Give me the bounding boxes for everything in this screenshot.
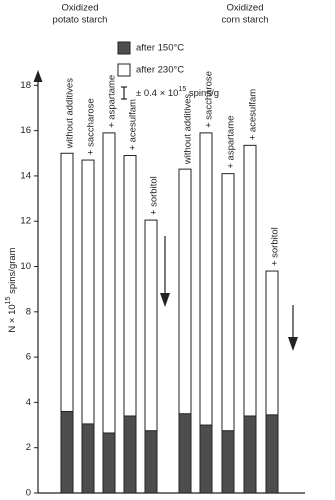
bar-label: + aspartame bbox=[226, 116, 237, 169]
bar-label: + aspartame bbox=[107, 75, 118, 128]
bar bbox=[102, 432, 116, 494]
y-axis-arrow bbox=[33, 70, 43, 82]
arrow-head bbox=[288, 337, 298, 351]
y-tick-label: 14 bbox=[20, 170, 31, 181]
bar-label: without additives bbox=[183, 94, 194, 165]
y-label-part: N × 10 bbox=[7, 304, 18, 332]
bar-label: + acesulfam bbox=[248, 89, 259, 141]
group-label: corn starch bbox=[222, 15, 269, 26]
sorbitol-arrows bbox=[160, 236, 298, 351]
bar bbox=[221, 430, 235, 494]
bar bbox=[243, 415, 257, 494]
y-tick-label: 10 bbox=[20, 261, 31, 272]
legend-label: after 150°C bbox=[136, 43, 184, 54]
legend-label: after 230°C bbox=[136, 65, 184, 76]
bar bbox=[81, 423, 95, 494]
y-tick-label: 6 bbox=[26, 352, 31, 363]
bar bbox=[60, 410, 74, 494]
legend-swatch bbox=[117, 63, 131, 77]
bar-label: + sorbitol bbox=[270, 227, 281, 266]
y-tick-label: 12 bbox=[20, 216, 31, 227]
bar bbox=[265, 414, 279, 494]
error-legend-part: ± 0.4 × 10 bbox=[136, 88, 178, 99]
legend-swatch bbox=[117, 41, 131, 55]
y-tick-label: 0 bbox=[26, 488, 31, 499]
y-tick-label: 8 bbox=[26, 306, 31, 317]
legend: ± 0.4 × 1015 spins/g bbox=[121, 86, 219, 100]
bar-label: + saccharose bbox=[204, 71, 215, 128]
y-axis-label: N × 1015 spins/gram bbox=[5, 247, 18, 332]
bar-label: + saccharose bbox=[86, 98, 97, 155]
arrow-head bbox=[160, 293, 170, 307]
y-label-sup: 15 bbox=[5, 296, 12, 304]
bar-label: + sorbitol bbox=[149, 176, 160, 215]
error-legend-part: spins/g bbox=[186, 88, 219, 99]
group-label: potato starch bbox=[53, 15, 108, 26]
bar bbox=[144, 430, 158, 494]
y-tick-label: 2 bbox=[26, 442, 31, 453]
error-legend: ± 0.4 × 1015 spins/g bbox=[136, 86, 219, 99]
error-legend-sup: 15 bbox=[178, 86, 186, 93]
y-label-part: spins/gram bbox=[7, 247, 18, 296]
group-label: Oxidized bbox=[227, 3, 264, 14]
y-tick-label: 4 bbox=[26, 397, 31, 408]
y-tick-label: 16 bbox=[20, 125, 31, 136]
y-tick-label: 18 bbox=[20, 80, 31, 91]
group-label: Oxidized bbox=[62, 3, 99, 14]
bar bbox=[123, 415, 137, 494]
bar bbox=[199, 424, 213, 494]
bar bbox=[178, 413, 192, 494]
bar-label: + acesulfam bbox=[128, 99, 139, 151]
bar-label: without additives bbox=[65, 78, 76, 149]
